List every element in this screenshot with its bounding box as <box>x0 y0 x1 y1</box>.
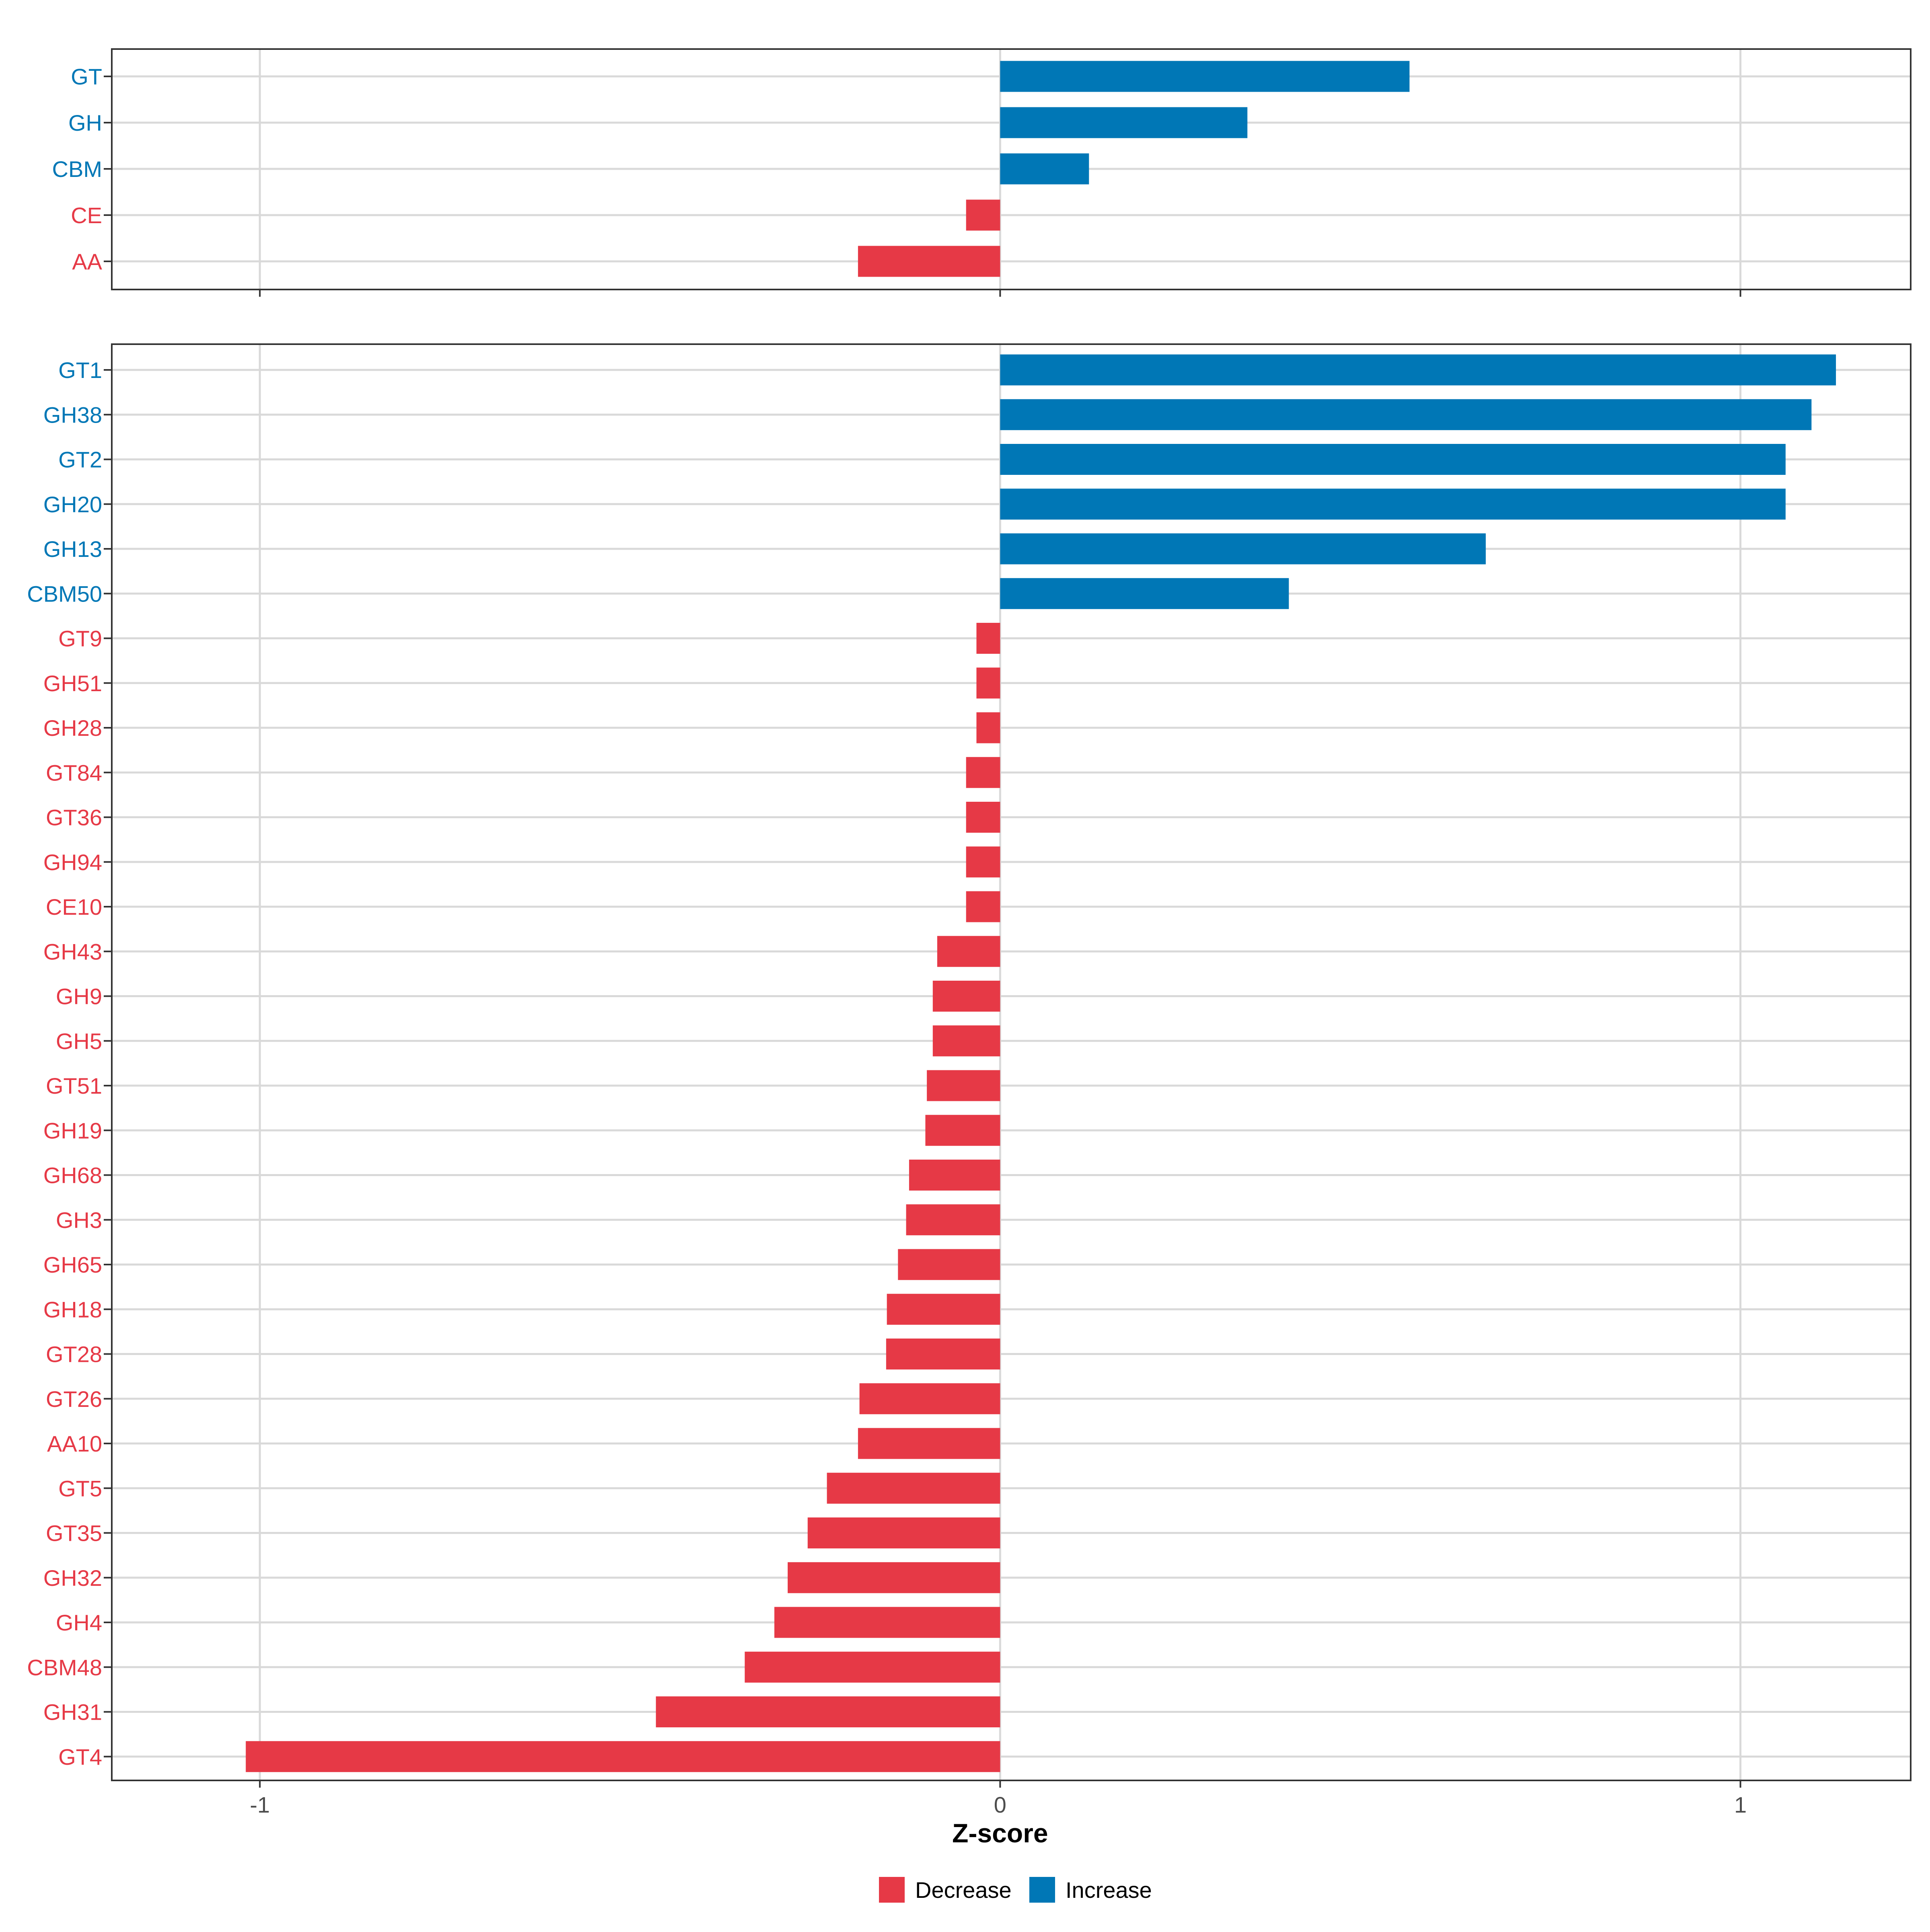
legend-label-increase: Increase <box>1066 1877 1152 1903</box>
bar-gh20 <box>1000 489 1786 520</box>
bar-gh38 <box>1000 399 1812 430</box>
bar-aa10 <box>858 1428 1000 1459</box>
category-label-gt4: GT4 <box>58 1744 102 1770</box>
category-label-gh65: GH65 <box>43 1252 102 1277</box>
category-label-gh51: GH51 <box>43 671 102 696</box>
panel-border <box>111 48 1912 290</box>
bar-gh3 <box>906 1204 1000 1236</box>
category-label-gt84: GT84 <box>46 760 102 785</box>
category-label-gt51: GT51 <box>46 1073 102 1098</box>
bar-ce10 <box>966 891 1000 922</box>
bar-cbm50 <box>1000 578 1289 609</box>
category-label-gh3: GH3 <box>56 1207 102 1233</box>
category-label-gh94: GH94 <box>43 850 102 875</box>
category-label-gh38: GH38 <box>43 402 102 427</box>
bar-gh9 <box>932 981 1000 1012</box>
bar-ce <box>966 199 1000 231</box>
category-label-gt1: GT1 <box>58 357 102 383</box>
category-label-ce: CE <box>71 203 102 228</box>
bar-gt28 <box>886 1339 1000 1369</box>
bar-gh51 <box>976 667 1000 699</box>
category-label-cbm48: CBM48 <box>27 1655 102 1680</box>
category-label-aa: AA <box>72 249 102 274</box>
category-label-gh20: GH20 <box>43 492 102 517</box>
category-label-gh5: GH5 <box>56 1029 102 1054</box>
bar-gh65 <box>898 1249 1000 1280</box>
legend-swatch-increase <box>1029 1877 1055 1903</box>
panel-border <box>111 343 1912 1781</box>
bar-cbm <box>1000 153 1089 185</box>
bar-gh68 <box>909 1160 1000 1191</box>
top-panel: GT GH CBM CE AA <box>52 48 1912 297</box>
bar-gh32 <box>787 1562 1000 1593</box>
bar-gt51 <box>927 1070 1000 1101</box>
bar-gh4 <box>774 1607 1000 1638</box>
category-label-aa10: AA10 <box>47 1431 102 1456</box>
category-label-gt35: GT35 <box>46 1521 102 1546</box>
category-label-gh28: GH28 <box>43 715 102 741</box>
legend: Decrease Increase <box>879 1877 1152 1903</box>
category-label-gh43: GH43 <box>43 939 102 964</box>
bar-gh28 <box>976 712 1000 743</box>
bar-gh94 <box>966 846 1000 878</box>
category-label-gt9: GT9 <box>58 626 102 651</box>
bar-gh19 <box>925 1115 1000 1146</box>
category-label-gh32: GH32 <box>43 1565 102 1591</box>
bar-gt84 <box>966 757 1000 788</box>
x-axis: -1 0 1 <box>250 1792 1747 1817</box>
bar-gt9 <box>976 623 1000 654</box>
category-label-gh18: GH18 <box>43 1297 102 1322</box>
category-label-gh31: GH31 <box>43 1700 102 1725</box>
bar-gh <box>1000 107 1248 138</box>
bar-gh31 <box>656 1696 1000 1727</box>
category-label-gt36: GT36 <box>46 805 102 830</box>
x-tick-label: 0 <box>994 1792 1006 1817</box>
bar-gh13 <box>1000 533 1486 565</box>
bar-gt4 <box>246 1741 1000 1772</box>
category-label-gh68: GH68 <box>43 1163 102 1188</box>
x-axis-title: Z-score <box>952 1818 1048 1848</box>
bar-aa <box>858 246 1000 277</box>
bar-gt5 <box>827 1472 1000 1504</box>
x-tick-label: 1 <box>1734 1792 1747 1817</box>
category-label-gt28: GT28 <box>46 1342 102 1367</box>
category-label-gt26: GT26 <box>46 1386 102 1412</box>
category-label-gt5: GT5 <box>58 1476 102 1501</box>
category-label-gh4: GH4 <box>56 1610 102 1635</box>
bar-gt2 <box>1000 444 1786 475</box>
category-label-gh19: GH19 <box>43 1118 102 1143</box>
legend-label-decrease: Decrease <box>915 1877 1012 1903</box>
x-tick-label: -1 <box>250 1792 270 1817</box>
category-label-cbm: CBM <box>52 156 102 182</box>
bar-gh43 <box>937 936 1000 967</box>
category-label-gh9: GH9 <box>56 984 102 1009</box>
category-label-gt: GT <box>71 64 102 89</box>
legend-swatch-decrease <box>879 1877 905 1903</box>
bar-gt26 <box>859 1383 1000 1415</box>
category-label-gh: GH <box>68 110 102 136</box>
bar-gt36 <box>966 802 1000 833</box>
category-label-gh13: GH13 <box>43 536 102 562</box>
bar-gt35 <box>807 1517 1000 1548</box>
category-label-gt2: GT2 <box>58 447 102 472</box>
bottom-panel: GT1 GH38 GT2 GH20 GH13 CBM50 GT9 GH51 GH28 GT84 GT… <box>27 343 1912 1788</box>
bar-gt1 <box>1000 354 1836 386</box>
category-label-ce10: CE10 <box>46 894 102 920</box>
bar-gt <box>1000 61 1410 92</box>
bar-cbm48 <box>745 1651 1000 1683</box>
category-label-cbm50: CBM50 <box>27 581 102 606</box>
bar-gh18 <box>887 1293 1000 1325</box>
bar-gh5 <box>932 1025 1000 1057</box>
